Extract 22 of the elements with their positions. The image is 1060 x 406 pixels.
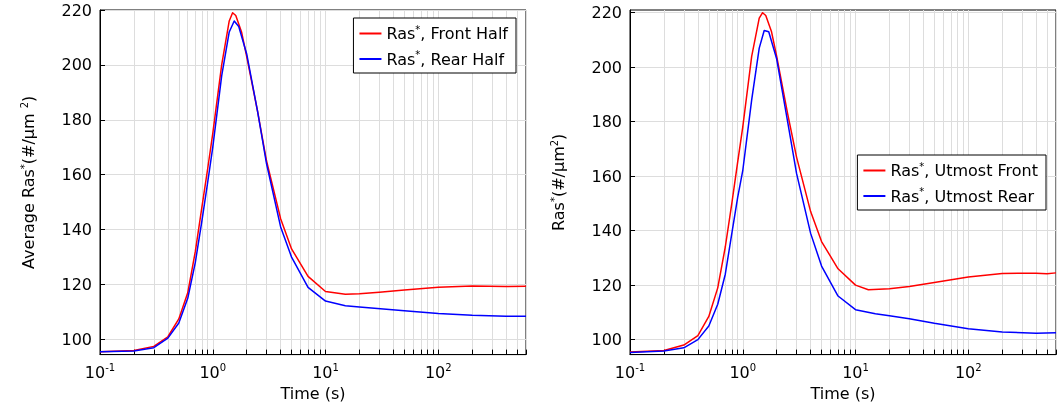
- y-tick-label: 120: [591, 275, 622, 295]
- y-tick-label: 220: [61, 0, 92, 20]
- y-tick-label: 100: [591, 330, 622, 350]
- legend-label: Ras*, Utmost Rear: [890, 186, 1035, 206]
- legend-label: Ras*, Front Half: [386, 23, 509, 43]
- y-tick-label: 160: [591, 166, 622, 186]
- x-axis-title: Time (s): [809, 383, 876, 403]
- y-tick-label: 180: [61, 110, 92, 130]
- y-tick-label: 200: [591, 57, 622, 77]
- y-tick-label: 140: [61, 220, 92, 240]
- y-tick-label: 100: [61, 330, 92, 349]
- y-tick-label: 180: [591, 112, 622, 132]
- legend-label: Ras*, Rear Half: [386, 49, 505, 69]
- y-tick-label: 160: [61, 165, 92, 185]
- y-tick-label: 120: [61, 275, 92, 295]
- x-axis-title: Time (s): [279, 383, 346, 403]
- y-tick-label: 200: [61, 55, 92, 75]
- y-axis-title: Average Ras*(#/µm 2): [18, 95, 38, 269]
- y-tick-label: 140: [591, 221, 622, 241]
- legend-label: Ras*, Utmost Front: [890, 160, 1039, 180]
- y-axis-title: Ras*(#/µm2): [548, 133, 568, 231]
- y-tick-label: 220: [591, 3, 622, 23]
